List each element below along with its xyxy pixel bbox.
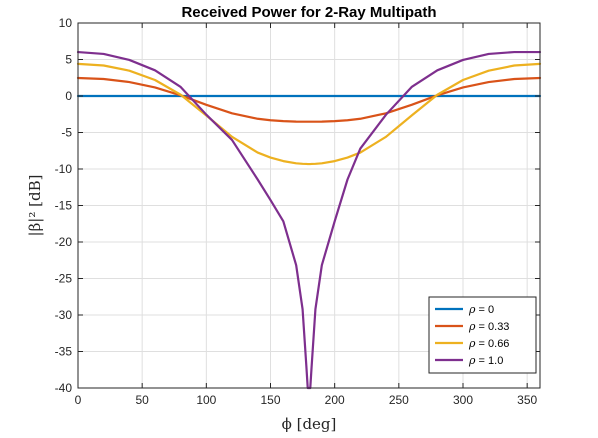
x-tick-label: 50 bbox=[135, 393, 149, 407]
legend-equals: = bbox=[475, 355, 488, 367]
y-tick-label: -40 bbox=[55, 381, 73, 395]
legend-item: ρ = 0 bbox=[435, 303, 494, 316]
chart-title: Received Power for 2-Ray Multipath bbox=[181, 4, 436, 21]
x-axis-label: ϕ [deg] bbox=[282, 415, 337, 433]
legend-equals: = bbox=[475, 304, 488, 316]
y-tick-label: 10 bbox=[59, 16, 73, 30]
x-tick-label: 200 bbox=[325, 393, 345, 407]
legend-value: 0.33 bbox=[488, 321, 509, 333]
legend-item: ρ = 1.0 bbox=[435, 354, 503, 367]
x-tick-label: 150 bbox=[260, 393, 280, 407]
legend-item: ρ = 0.33 bbox=[435, 320, 509, 333]
legend-symbol: ρ bbox=[468, 354, 476, 367]
y-tick-label: -35 bbox=[55, 345, 73, 359]
legend-item: ρ = 0.66 bbox=[435, 337, 509, 350]
legend-symbol: ρ bbox=[468, 320, 476, 333]
series-line-1 bbox=[76, 76, 542, 123]
legend-label: ρ = 0.33 bbox=[468, 320, 509, 333]
legend-equals: = bbox=[475, 338, 488, 350]
y-tick-label: -25 bbox=[55, 272, 73, 286]
legend: ρ = 0ρ = 0.33ρ = 0.66ρ = 1.0 bbox=[428, 296, 537, 374]
series-line-2 bbox=[76, 62, 542, 166]
axis-ticks: 0 50 100 150 200 250 300 3501050-5-10-15-20-25-… bbox=[55, 16, 540, 407]
legend-label: ρ = 0.66 bbox=[468, 337, 509, 350]
y-axis-label: |β|² [dB] bbox=[26, 175, 44, 237]
x-tick-label: 100 bbox=[196, 393, 216, 407]
legend-symbol: ρ bbox=[468, 337, 476, 350]
legend-label: ρ = 0 bbox=[468, 303, 494, 316]
legend-value: 0.66 bbox=[488, 338, 509, 350]
legend-value: 0 bbox=[488, 304, 494, 316]
y-tick-label: 0 bbox=[65, 89, 72, 103]
x-tick-label: 350 bbox=[517, 393, 537, 407]
x-tick-label: 250 bbox=[389, 393, 409, 407]
y-tick-label: -20 bbox=[55, 235, 73, 249]
legend-value: 1.0 bbox=[488, 355, 503, 367]
y-tick-label: -30 bbox=[55, 308, 73, 322]
x-tick-label: 300 bbox=[453, 393, 473, 407]
y-tick-label: -15 bbox=[55, 199, 73, 213]
legend-label: ρ = 1.0 bbox=[468, 354, 503, 367]
y-tick-label: -5 bbox=[61, 126, 72, 140]
y-tick-label: 5 bbox=[65, 53, 72, 67]
legend-symbol: ρ bbox=[468, 303, 476, 316]
legend-equals: = bbox=[475, 321, 488, 333]
x-tick-label: 0 bbox=[75, 393, 82, 407]
y-tick-label: -10 bbox=[55, 162, 73, 176]
